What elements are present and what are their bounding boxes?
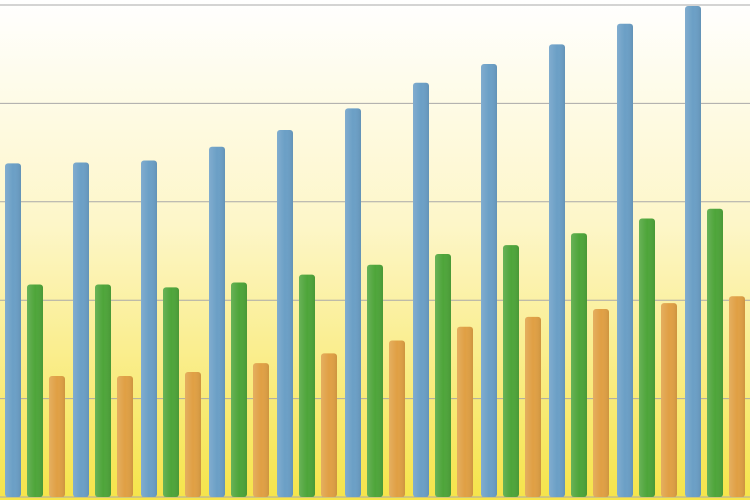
bar [277,129,293,497]
bar [639,218,655,497]
bar [707,208,723,498]
bar [27,284,43,497]
bar [549,44,565,498]
bar [163,287,179,497]
bar [95,284,111,497]
bar [5,163,21,497]
bar [389,340,405,497]
bar [685,5,701,497]
bar [321,353,337,497]
bar [253,363,269,497]
bar [117,375,133,497]
bar [209,146,225,498]
bar [617,23,633,498]
bar [593,309,609,497]
bar [413,82,429,498]
bar [457,326,473,497]
bar [435,253,451,497]
bar [345,108,361,497]
bar [729,296,745,497]
bar [525,316,541,497]
bar [49,375,65,497]
bar [141,160,157,498]
bar [661,303,677,497]
bar [367,264,383,497]
bar [503,245,519,497]
bar [571,233,587,497]
bar [299,274,315,497]
bar [481,64,497,497]
bar [73,162,89,497]
bar [231,282,247,497]
bar [185,372,201,497]
